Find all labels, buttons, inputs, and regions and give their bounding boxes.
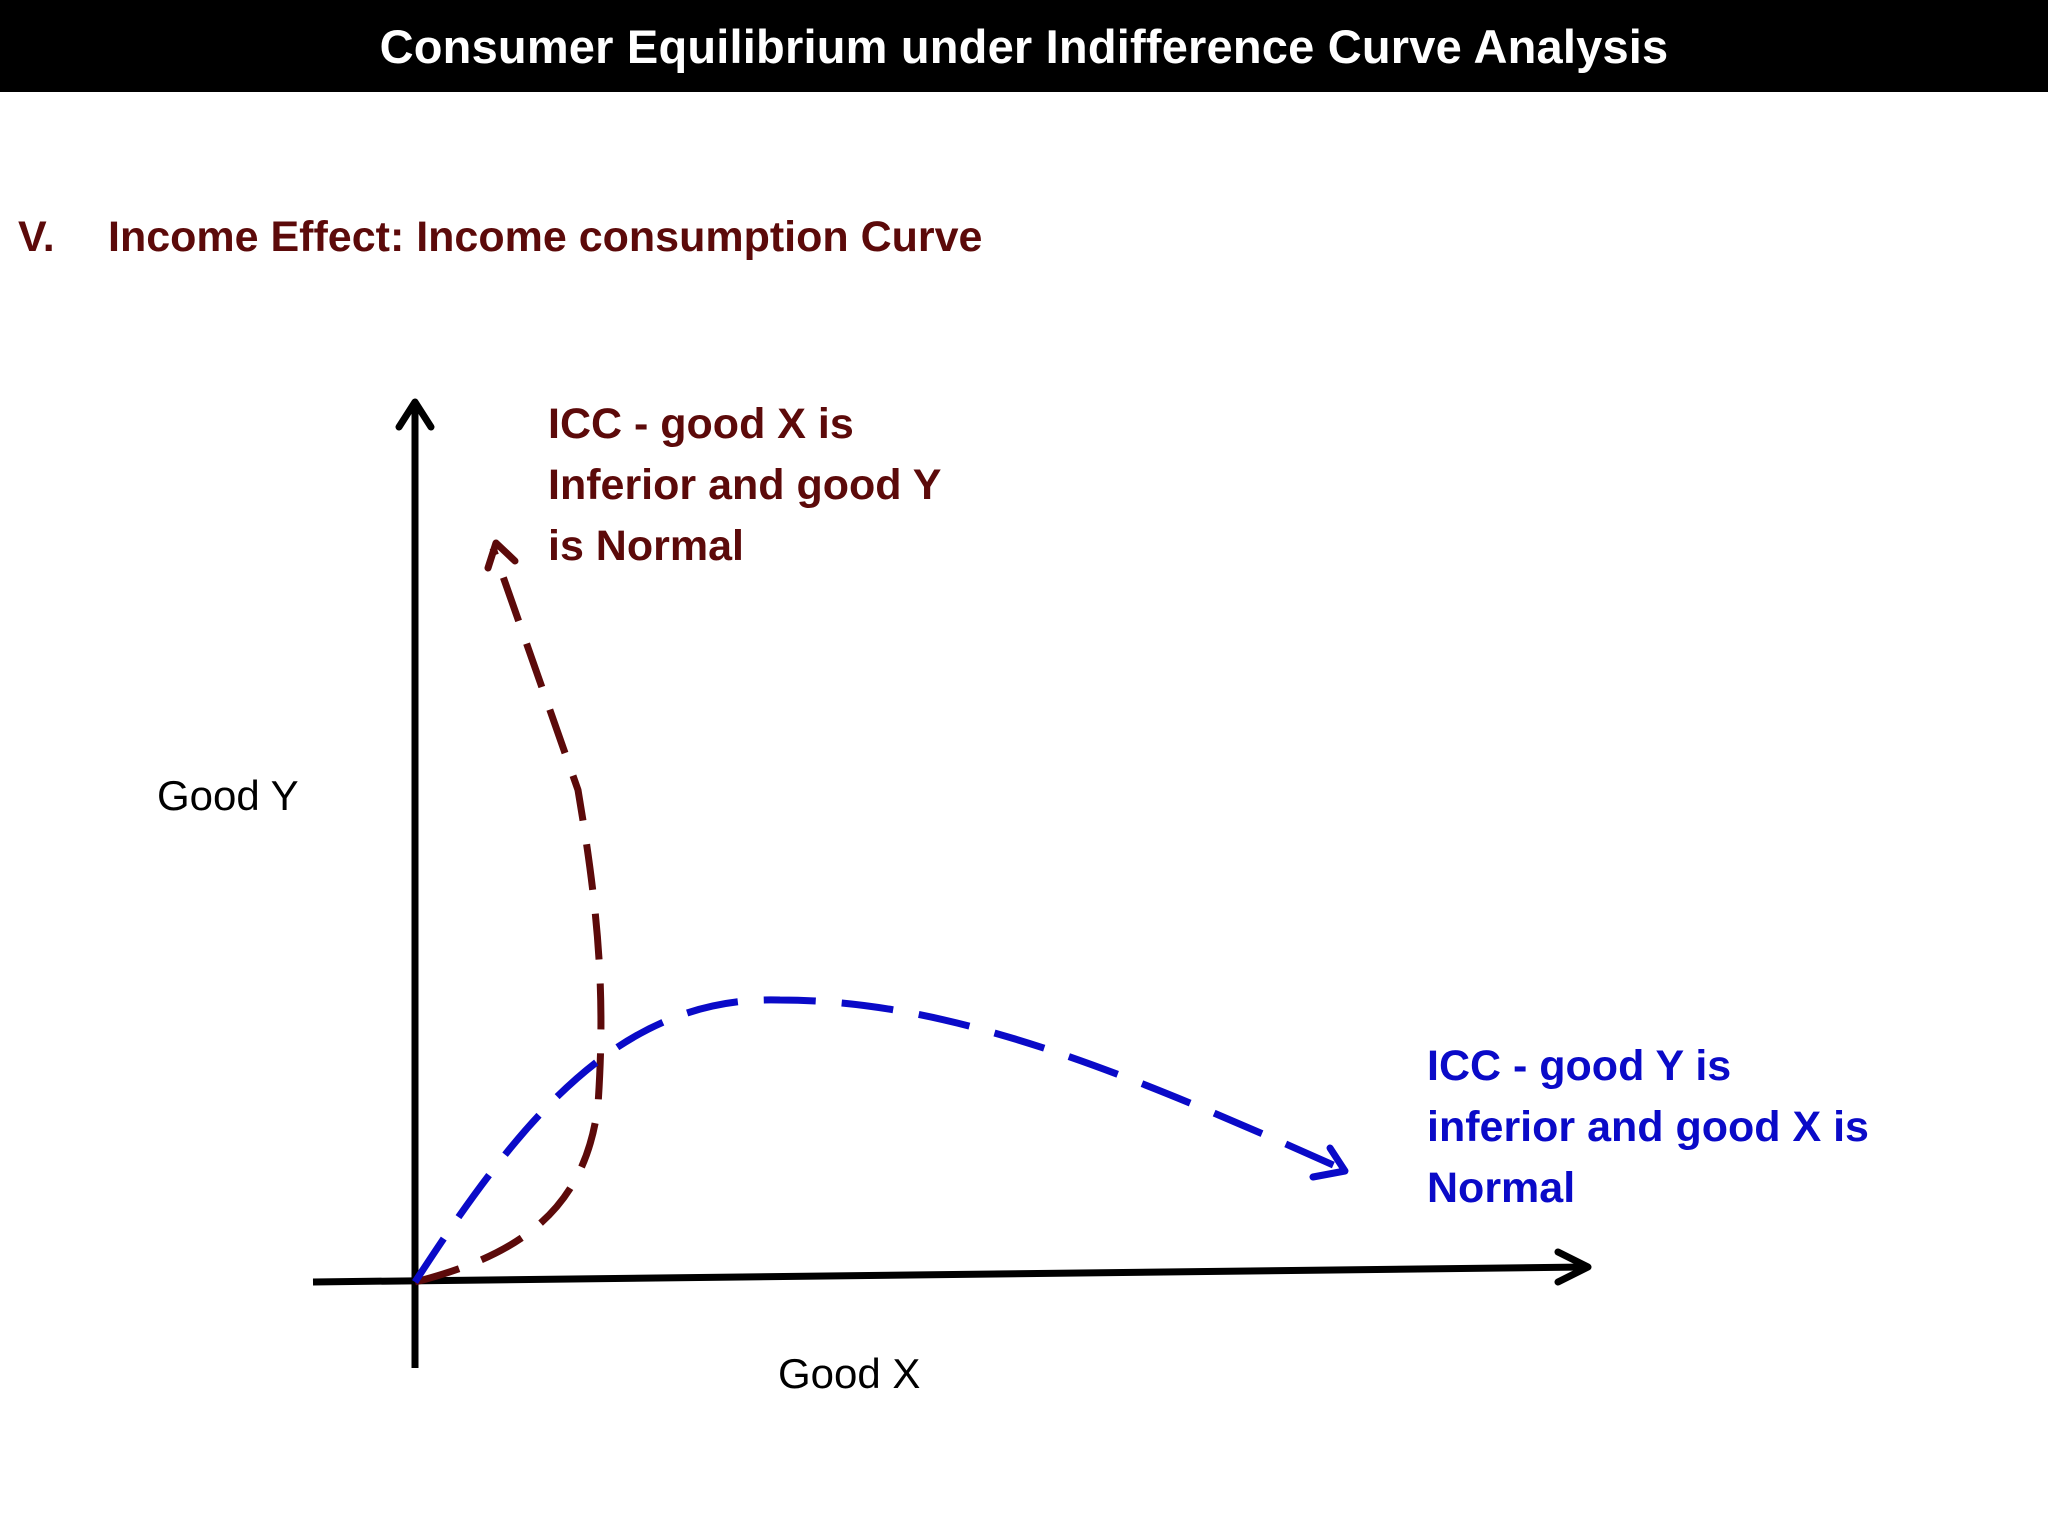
x-axis-label: Good X — [778, 1350, 921, 1397]
icc-y-inferior-label: ICC - good Y is inferior and good X is N… — [1427, 1036, 1869, 1219]
title-bar: Consumer Equilibrium under Indifference … — [0, 0, 2048, 92]
x-axis — [312, 1263, 1586, 1286]
icc-x-inferior-label-line: Inferior and good Y — [548, 461, 942, 509]
icc-y-inferior-curve — [412, 996, 1342, 1284]
section-heading: V. Income Effect: Income consumption Curv… — [18, 213, 982, 262]
icc-x-inferior-curve — [414, 546, 605, 1286]
section-heading-text: Income Effect: Income consumption Curve — [108, 213, 983, 261]
icc-y-inferior-arrowhead — [1309, 1144, 1349, 1181]
icc-y-inferior-label-line: ICC - good Y is — [1427, 1042, 1732, 1090]
icc-x-inferior-label-line: ICC - good X is — [548, 400, 854, 448]
section-number: V. — [18, 213, 55, 261]
y-axis-label: Good Y — [157, 772, 299, 819]
x-axis-arrowhead — [1554, 1248, 1592, 1286]
icc-y-inferior-label-line: Normal — [1427, 1164, 1576, 1212]
slide-title: Consumer Equilibrium under Indifference … — [379, 19, 1669, 73]
icc-y-inferior-label-line: inferior and good X is — [1427, 1103, 1869, 1151]
icc-x-inferior-label-line: is Normal — [548, 522, 744, 570]
icc-x-inferior-arrowhead — [484, 539, 519, 572]
y-axis-arrowhead — [395, 398, 435, 431]
icc-x-inferior-label: ICC - good X is Inferior and good Y is N… — [548, 394, 941, 577]
